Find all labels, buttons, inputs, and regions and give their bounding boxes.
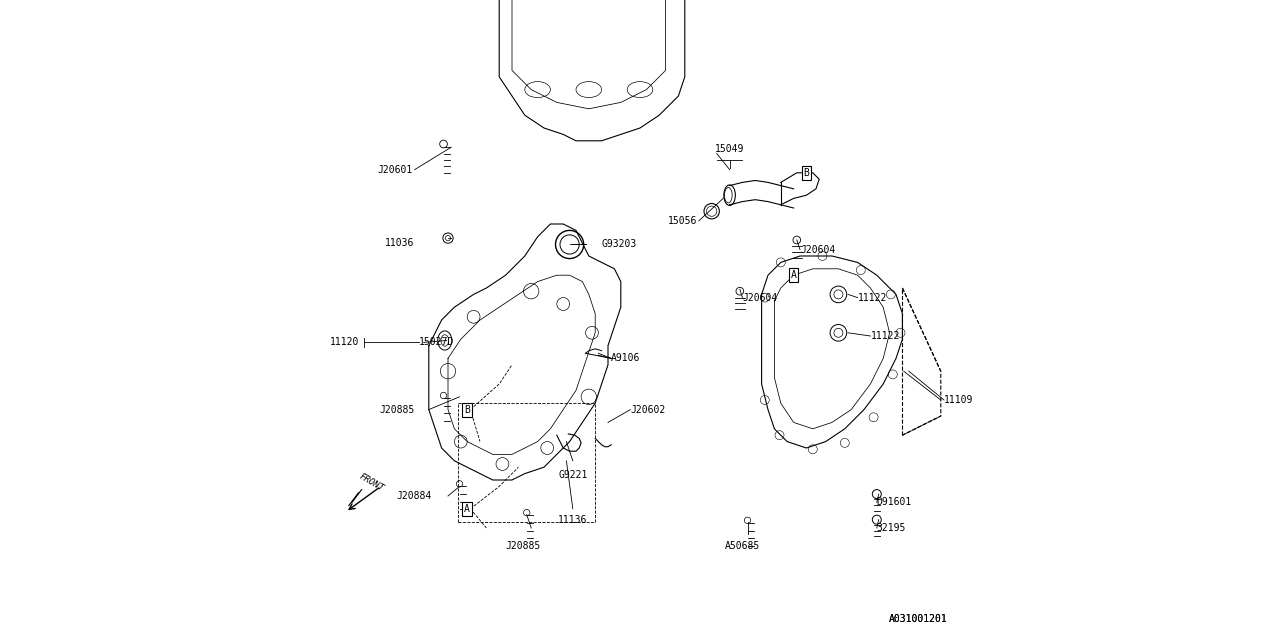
Text: J20885: J20885 [506, 541, 541, 551]
Text: 11036: 11036 [385, 238, 415, 248]
Text: A031001201: A031001201 [888, 614, 947, 624]
Text: B: B [465, 404, 470, 415]
Text: 11109: 11109 [945, 395, 973, 405]
Text: J20885: J20885 [379, 404, 415, 415]
Text: J20604: J20604 [742, 292, 778, 303]
Text: J20602: J20602 [630, 404, 666, 415]
Text: D91601: D91601 [877, 497, 913, 508]
Text: 11120: 11120 [330, 337, 360, 348]
Text: B: B [804, 168, 809, 178]
Text: 15027D: 15027D [420, 337, 454, 348]
Text: J20601: J20601 [378, 164, 412, 175]
Text: A031001201: A031001201 [888, 614, 947, 624]
Text: G9221: G9221 [558, 470, 588, 481]
Text: A9106: A9106 [612, 353, 640, 364]
Text: G93203: G93203 [602, 239, 637, 250]
Text: A: A [791, 270, 796, 280]
Text: A: A [465, 504, 470, 514]
Text: 15056: 15056 [668, 216, 698, 226]
Text: J20884: J20884 [397, 491, 433, 501]
Text: 11136: 11136 [558, 515, 588, 525]
Text: 11122: 11122 [870, 331, 900, 341]
Text: J20604: J20604 [800, 244, 836, 255]
Text: 32195: 32195 [877, 523, 906, 533]
Text: 11122: 11122 [858, 292, 887, 303]
Text: 15049: 15049 [716, 143, 744, 154]
Text: FRONT: FRONT [357, 472, 385, 493]
Text: A50685: A50685 [724, 541, 760, 551]
